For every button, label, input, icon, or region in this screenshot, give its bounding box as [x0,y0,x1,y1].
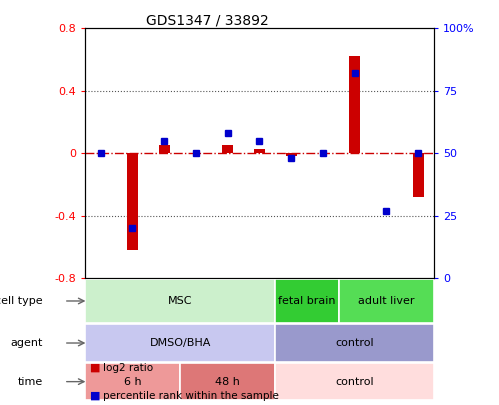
Bar [85,324,275,362]
Text: 48 h: 48 h [215,377,240,387]
Bar [275,363,434,400]
Text: control: control [335,338,374,348]
Text: adult liver: adult liver [358,296,415,306]
Text: MSC: MSC [168,296,192,306]
Title: GDS1347 / 33892: GDS1347 / 33892 [146,13,268,27]
Text: ■: ■ [90,362,100,373]
Text: control: control [335,377,374,387]
Bar [275,324,434,362]
Bar [180,363,275,400]
Bar [159,145,170,153]
Text: cell type: cell type [0,296,43,306]
Text: DMSO/BHA: DMSO/BHA [149,338,211,348]
Bar [285,153,297,156]
Text: ■ percentile rank within the sample: ■ percentile rank within the sample [90,391,279,401]
Bar [339,279,434,323]
Bar [127,153,138,250]
Text: ■ log2 ratio: ■ log2 ratio [90,362,153,373]
Text: agent: agent [10,338,43,348]
Bar [85,279,275,323]
Bar [275,279,339,323]
Text: ■: ■ [90,391,100,401]
Bar [349,56,360,153]
Text: 6 h: 6 h [124,377,141,387]
Text: fetal brain: fetal brain [278,296,336,306]
Text: time: time [17,377,43,387]
Bar [254,149,265,153]
Bar [85,363,180,400]
Bar [222,145,233,153]
Bar [413,153,424,197]
